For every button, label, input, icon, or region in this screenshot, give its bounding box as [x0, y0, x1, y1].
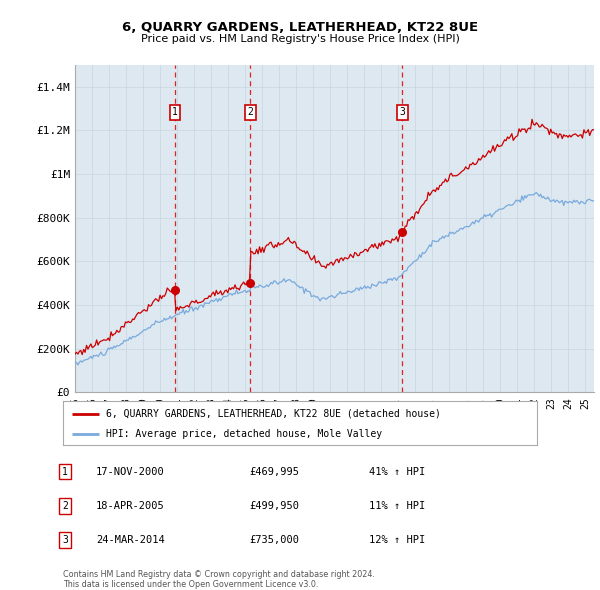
Text: HPI: Average price, detached house, Mole Valley: HPI: Average price, detached house, Mole…: [106, 430, 382, 440]
Text: £735,000: £735,000: [249, 535, 299, 545]
Text: 11% ↑ HPI: 11% ↑ HPI: [369, 501, 425, 511]
Text: 12% ↑ HPI: 12% ↑ HPI: [369, 535, 425, 545]
Text: £469,995: £469,995: [249, 467, 299, 477]
Text: 24-MAR-2014: 24-MAR-2014: [96, 535, 165, 545]
Text: Price paid vs. HM Land Registry's House Price Index (HPI): Price paid vs. HM Land Registry's House …: [140, 34, 460, 44]
Text: 17-NOV-2000: 17-NOV-2000: [96, 467, 165, 477]
Text: 3: 3: [62, 535, 68, 545]
Text: 41% ↑ HPI: 41% ↑ HPI: [369, 467, 425, 477]
Text: Contains HM Land Registry data © Crown copyright and database right 2024.: Contains HM Land Registry data © Crown c…: [63, 570, 375, 579]
Text: 2: 2: [247, 107, 253, 117]
Text: This data is licensed under the Open Government Licence v3.0.: This data is licensed under the Open Gov…: [63, 579, 319, 589]
Text: 2: 2: [62, 501, 68, 511]
Text: 6, QUARRY GARDENS, LEATHERHEAD, KT22 8UE (detached house): 6, QUARRY GARDENS, LEATHERHEAD, KT22 8UE…: [106, 409, 440, 418]
Text: 1: 1: [172, 107, 178, 117]
Text: 1: 1: [62, 467, 68, 477]
Text: £499,950: £499,950: [249, 501, 299, 511]
Text: 6, QUARRY GARDENS, LEATHERHEAD, KT22 8UE: 6, QUARRY GARDENS, LEATHERHEAD, KT22 8UE: [122, 21, 478, 34]
Text: 3: 3: [399, 107, 405, 117]
Text: 18-APR-2005: 18-APR-2005: [96, 501, 165, 511]
